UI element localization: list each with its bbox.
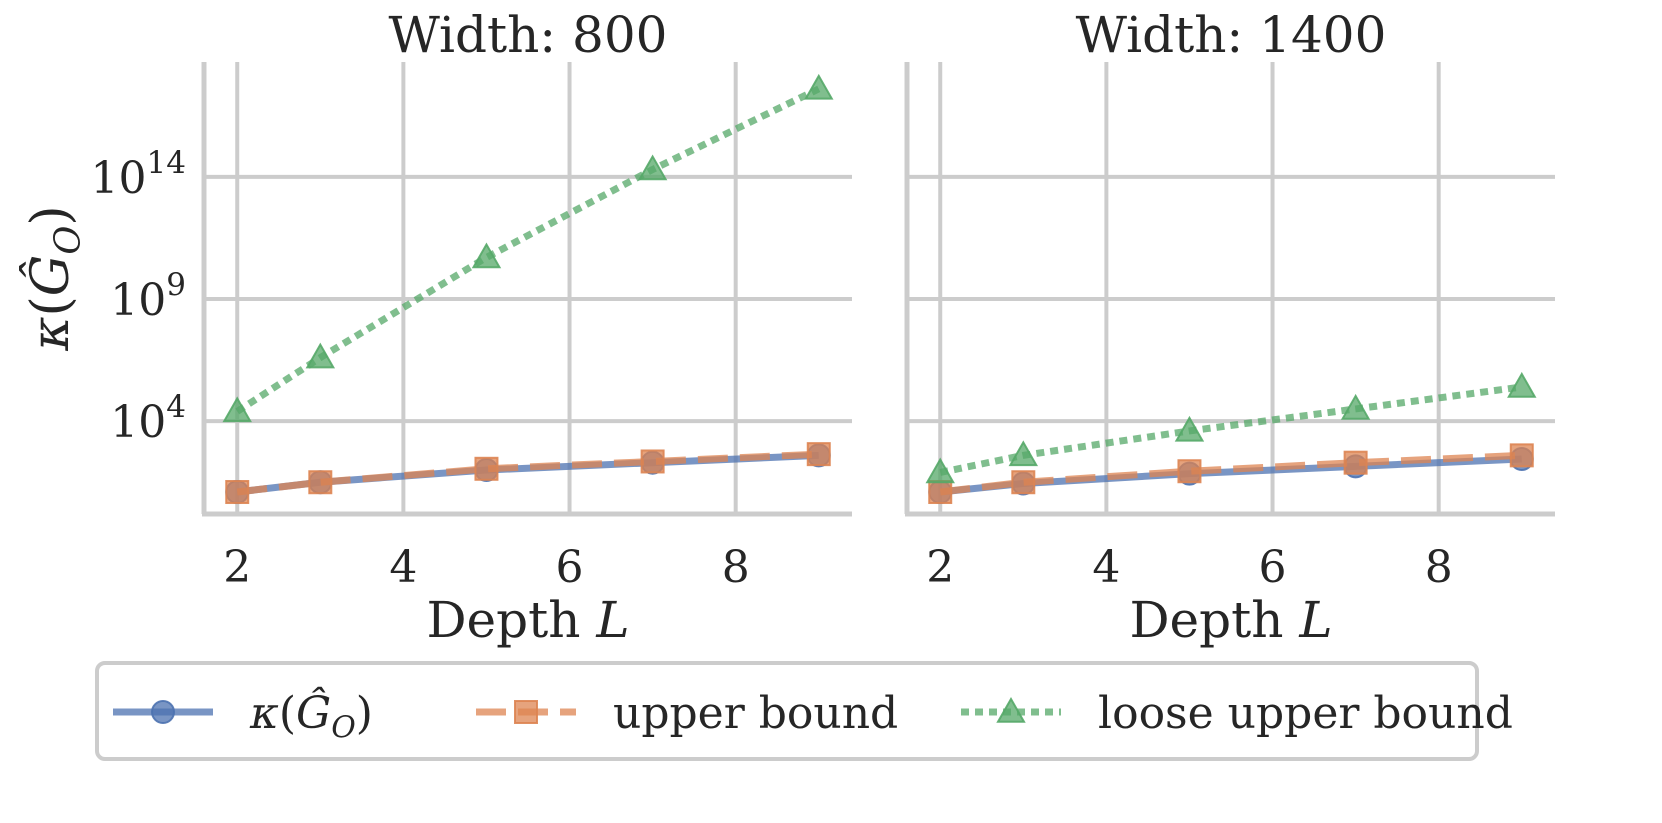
y-tick-label: 1014 <box>91 145 186 204</box>
data-point <box>1177 459 1202 484</box>
data-point <box>1340 393 1371 420</box>
series-line <box>939 451 1522 496</box>
data-point <box>1507 371 1537 398</box>
x-tick-label: 6 <box>1259 542 1287 593</box>
chart-legend: κ(ĜO) upper bound loose upper bound <box>95 661 1513 761</box>
legend-marker <box>151 700 175 724</box>
data-point <box>1008 440 1039 467</box>
data-point <box>225 480 250 505</box>
x-tick-label: 4 <box>1092 542 1120 593</box>
chart-panel-width-1400: Width: 1400 2 4 6 8 Depth L <box>904 6 1555 649</box>
x-axis-label: Depth L <box>426 591 629 649</box>
legend-marker <box>996 696 1026 723</box>
legend-label: loose upper bound <box>1098 688 1513 739</box>
series-loose-upper-bound <box>925 371 1537 484</box>
data-point <box>1343 450 1368 475</box>
data-point <box>637 154 668 181</box>
data-point <box>305 342 336 369</box>
series-upper-bound <box>225 442 831 505</box>
legend-marker <box>514 700 538 724</box>
data-point <box>308 470 333 495</box>
legend-item: loose upper bound <box>961 688 1513 739</box>
legend-box <box>95 661 1479 761</box>
data-point <box>1174 415 1205 442</box>
y-axis-label: κ(ĜO) <box>19 205 88 351</box>
y-tick-label: 109 <box>110 267 186 326</box>
data-point <box>804 73 834 100</box>
x-tick-label: 2 <box>223 542 251 593</box>
data-point <box>222 396 252 423</box>
legend-item: upper bound <box>476 688 898 739</box>
x-tick-label: 4 <box>389 542 417 593</box>
panel-title: Width: 1400 <box>1076 6 1387 64</box>
panel-title: Width: 800 <box>389 6 668 64</box>
data-point <box>1011 470 1036 495</box>
x-axis-label: Depth L <box>1129 591 1332 649</box>
data-point <box>471 242 502 269</box>
legend-label: κ(ĜO) <box>249 686 373 746</box>
data-point <box>474 456 499 481</box>
legend-item: κ(ĜO) <box>113 686 373 746</box>
series-loose-upper-bound <box>222 73 834 423</box>
legend-label: upper bound <box>613 688 898 739</box>
data-point <box>925 457 955 484</box>
y-tick-label: 104 <box>110 389 186 448</box>
x-tick-label: 6 <box>556 542 584 593</box>
series-line <box>236 450 819 496</box>
x-tick-label: 8 <box>1425 542 1453 593</box>
series-upper-bound <box>928 443 1534 505</box>
data-point <box>1509 443 1534 468</box>
data-point <box>640 449 665 474</box>
data-point <box>928 480 953 505</box>
x-tick-label: 8 <box>722 542 750 593</box>
data-point <box>806 442 831 467</box>
x-tick-label: 2 <box>926 542 954 593</box>
